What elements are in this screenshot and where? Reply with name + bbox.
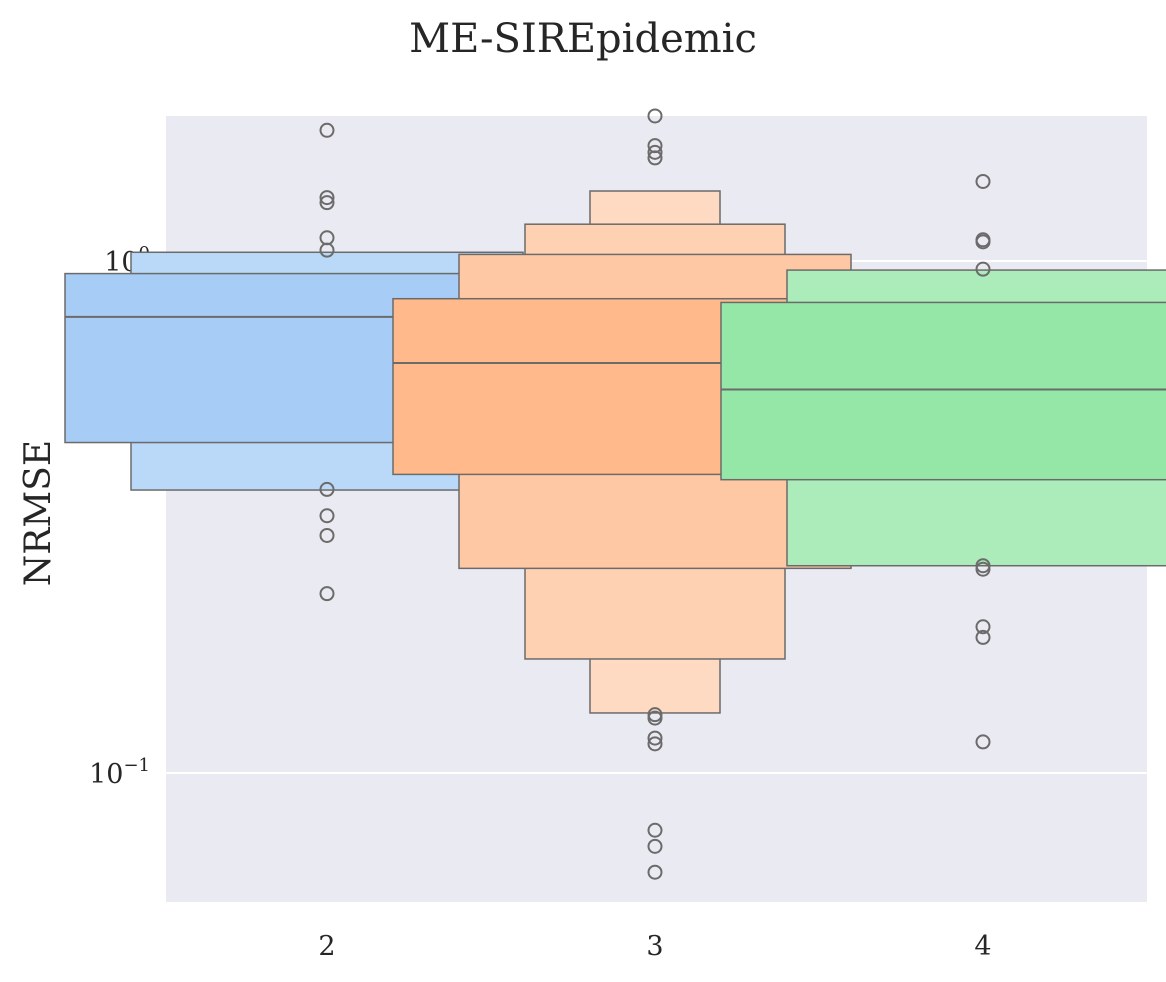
- outlier-point: [975, 734, 991, 750]
- x-tick-label: 4: [974, 931, 991, 962]
- outlier-point: [975, 261, 991, 277]
- outlier-point: [975, 173, 991, 189]
- outlier-point: [975, 629, 991, 645]
- boxen-group-4: [720, 173, 1166, 750]
- x-tick-label: 2: [318, 931, 335, 962]
- outlier-point: [647, 730, 663, 746]
- y-tick-label: 10−1: [89, 755, 150, 790]
- outlier-point: [319, 190, 335, 206]
- y-axis-label: NRMSE: [18, 440, 59, 586]
- outlier-point: [319, 586, 335, 602]
- outlier-point: [647, 108, 663, 124]
- outlier-point: [975, 561, 991, 577]
- outlier-point: [647, 864, 663, 880]
- outlier-point: [975, 234, 991, 250]
- outlier-point: [647, 710, 663, 726]
- outlier-point: [319, 508, 335, 524]
- outlier-point: [319, 481, 335, 497]
- chart-title: ME-SIREpidemic: [409, 16, 757, 62]
- outlier-point: [647, 150, 663, 166]
- outlier-point: [319, 195, 335, 211]
- outlier-point: [319, 122, 335, 138]
- outlier-point: [319, 242, 335, 258]
- outlier-point: [647, 838, 663, 854]
- x-axis-ticks: 2 3 4: [318, 931, 991, 962]
- outlier-point: [975, 619, 991, 635]
- outlier-point: [319, 527, 335, 543]
- x-tick-label: 3: [646, 931, 663, 962]
- boxen-marks: [64, 108, 1166, 880]
- boxen-box: [720, 301, 1166, 481]
- outlier-point: [647, 144, 663, 160]
- outlier-point: [647, 822, 663, 838]
- outlier-point: [647, 736, 663, 752]
